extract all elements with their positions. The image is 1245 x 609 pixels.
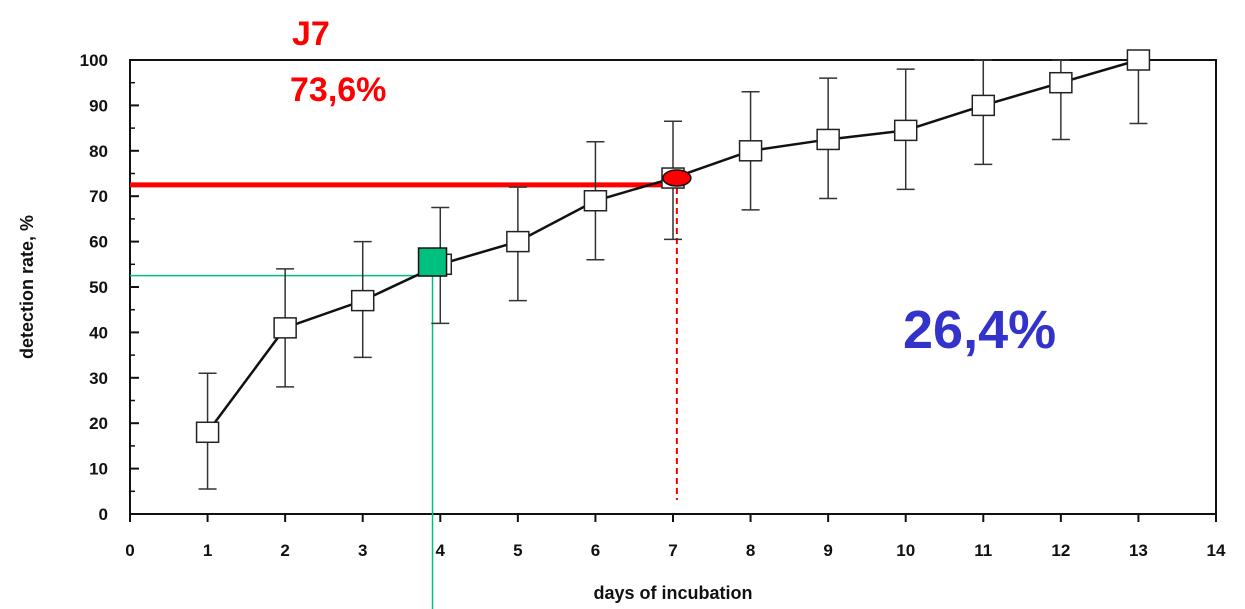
y-tick-label: 10 xyxy=(89,460,108,479)
x-tick-label: 4 xyxy=(436,541,446,560)
data-point xyxy=(350,289,375,312)
data-point xyxy=(1049,71,1073,94)
annotation-remaining-label: 26,4% xyxy=(903,300,1056,360)
y-tick-label: 100 xyxy=(80,51,108,70)
x-tick-label: 10 xyxy=(896,541,915,560)
axis-ticks xyxy=(129,59,1217,522)
x-tick-label: 11 xyxy=(974,541,992,560)
y-tick-labels: 0 10 20 30 40 50 60 70 80 90 100 xyxy=(80,51,108,524)
data-point xyxy=(893,119,918,142)
error-bars xyxy=(198,59,1148,490)
data-point xyxy=(816,128,840,151)
x-axis-title: days of incubation xyxy=(593,583,752,603)
x-tick-label: 1 xyxy=(203,541,212,560)
x-tick-label: 13 xyxy=(1129,541,1148,560)
x-tick-label: 14 xyxy=(1207,541,1226,560)
red-highlight-marker xyxy=(662,169,692,187)
x-tick-label: 5 xyxy=(513,541,522,560)
y-axis-title: detection rate, % xyxy=(17,215,37,359)
x-tick-label: 2 xyxy=(280,541,289,560)
x-tick-label: 0 xyxy=(125,541,134,560)
data-point xyxy=(273,317,297,339)
data-point xyxy=(738,140,763,162)
data-point xyxy=(583,189,608,212)
x-tick-label: 7 xyxy=(668,541,677,560)
data-point xyxy=(506,230,530,253)
x-tick-label: 8 xyxy=(746,541,755,560)
highlight-markers xyxy=(417,169,692,277)
y-tick-label: 40 xyxy=(89,323,108,342)
y-tick-label: 60 xyxy=(89,233,108,252)
y-tick-label: 30 xyxy=(89,369,108,388)
y-tick-label: 0 xyxy=(99,505,108,524)
x-tick-label: 3 xyxy=(358,541,367,560)
annotation-guides xyxy=(130,178,678,609)
green-highlight-marker xyxy=(417,247,448,277)
x-tick-label: 9 xyxy=(823,541,832,560)
y-tick-label: 90 xyxy=(89,96,108,115)
annotation-day-label: J7 xyxy=(292,15,330,53)
series-line xyxy=(206,58,1139,434)
data-point xyxy=(195,421,220,444)
x-tick-label: 12 xyxy=(1051,541,1070,560)
x-tick-label: 6 xyxy=(591,541,600,560)
y-tick-label: 80 xyxy=(89,142,108,161)
data-point xyxy=(1126,49,1151,71)
y-tick-label: 50 xyxy=(89,278,108,297)
annotation-rate-label: 73,6% xyxy=(290,71,386,109)
y-tick-label: 70 xyxy=(89,187,108,206)
x-tick-labels: 0 1 2 3 4 5 6 7 8 9 10 11 12 13 14 xyxy=(125,541,1226,560)
data-point xyxy=(971,94,996,117)
y-tick-label: 20 xyxy=(89,414,108,433)
